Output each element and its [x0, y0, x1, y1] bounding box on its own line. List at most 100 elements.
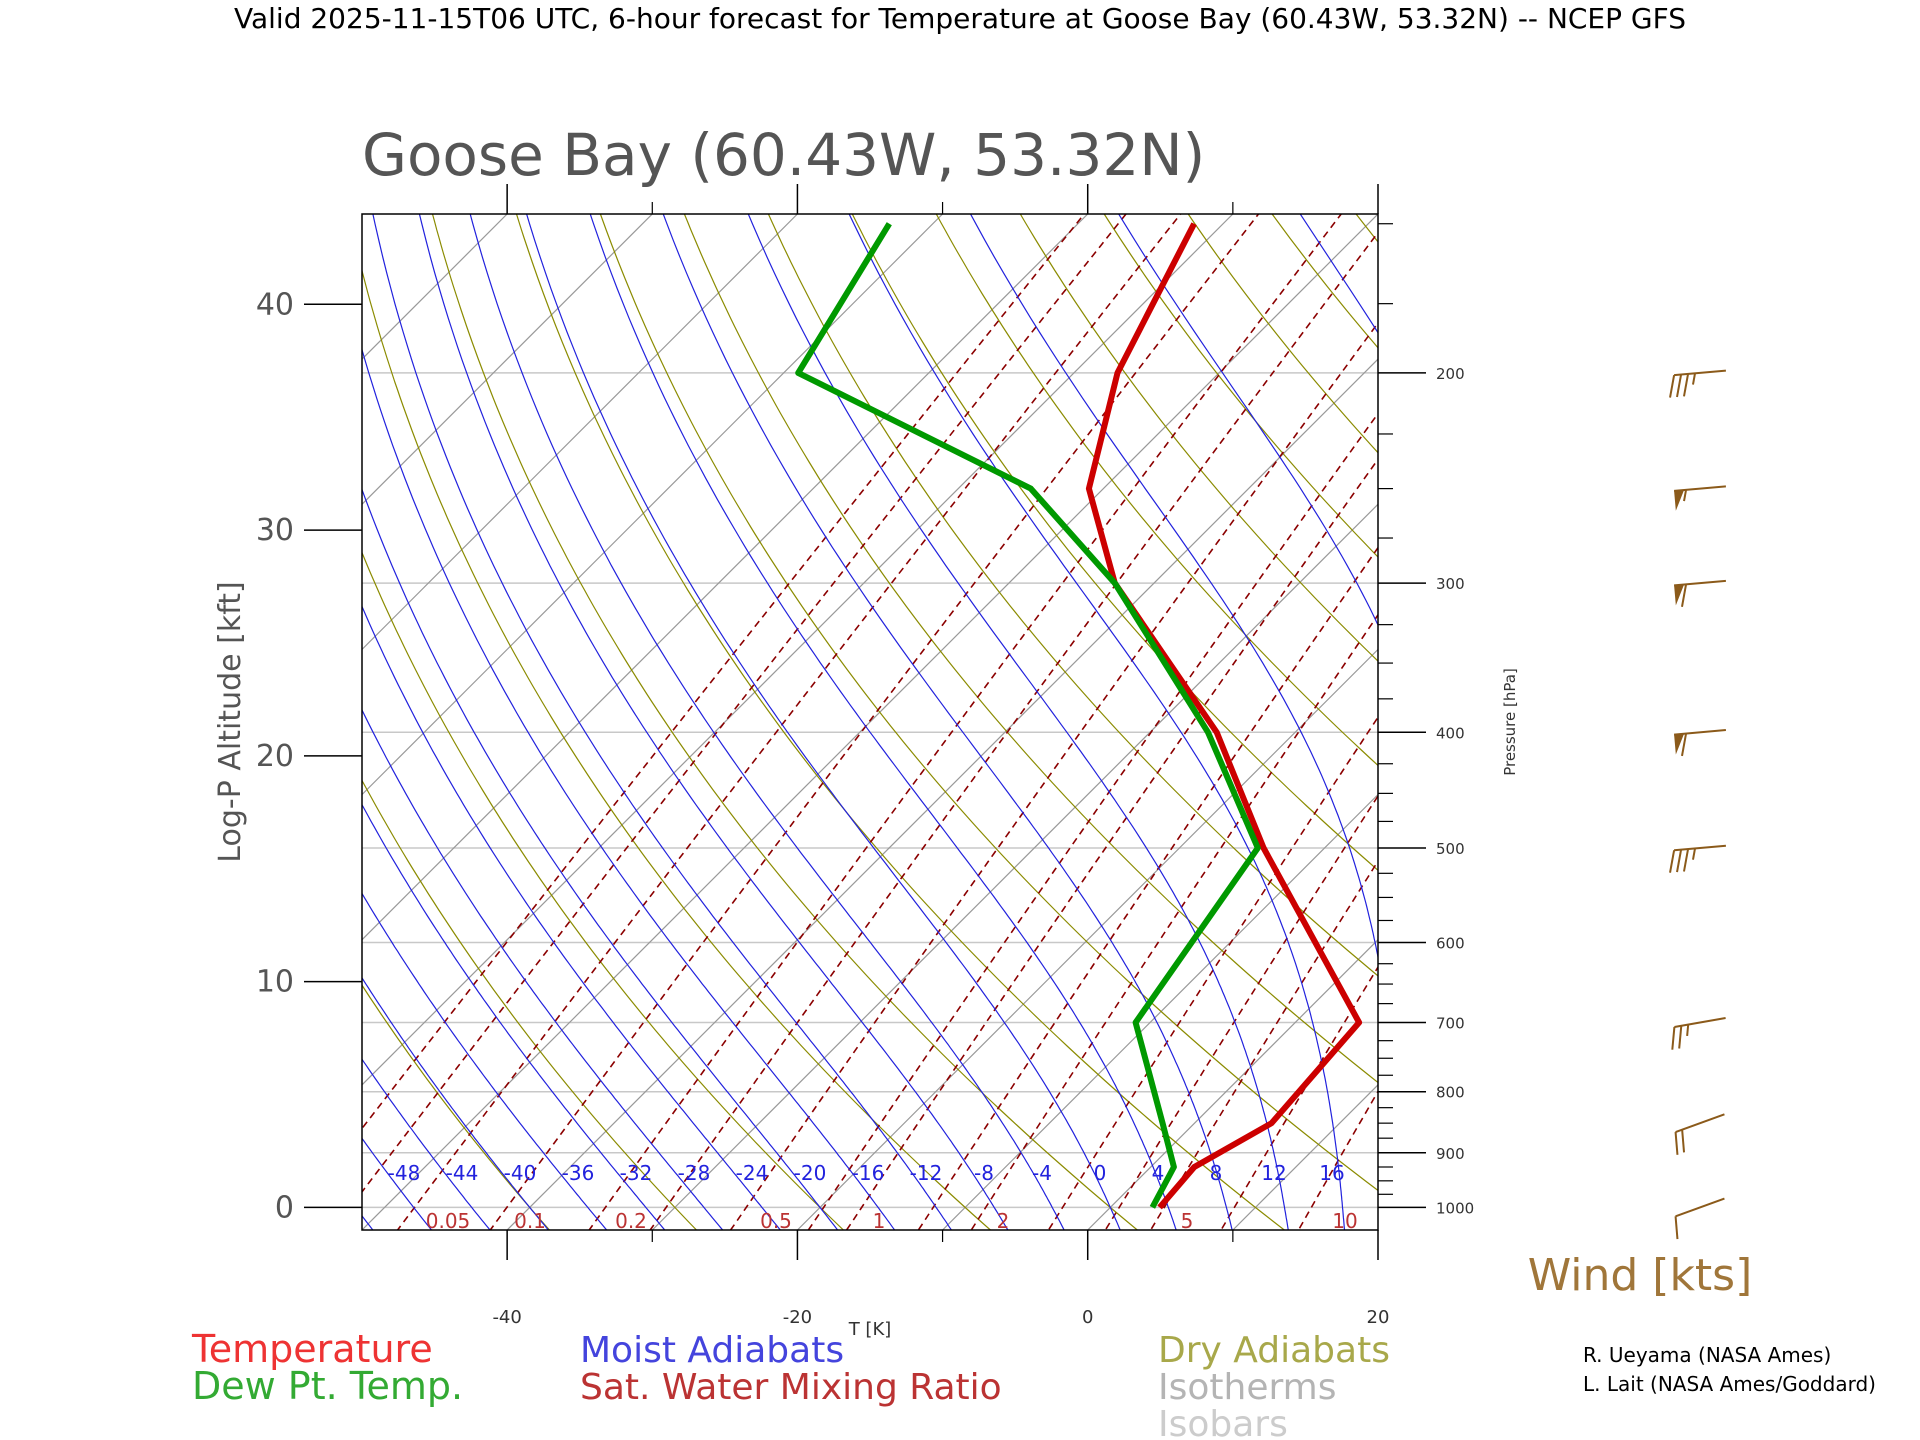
moist-adiabat — [362, 803, 666, 1230]
isotherm-line — [1087, 938, 1378, 1230]
wind-barb — [1674, 1113, 1725, 1155]
moist-adiabat — [372, 214, 953, 1230]
pressure-tick-label: 500 — [1436, 840, 1465, 858]
dry-adiabat — [1601, 206, 1920, 1270]
legend-dewpoint: Dew Pt. Temp. — [192, 1364, 463, 1408]
dry-adiabat — [1684, 206, 1920, 1270]
wind-barb-feather — [1674, 1216, 1679, 1240]
isotherm-line — [942, 793, 1378, 1230]
dry-adiabat — [515, 214, 1286, 1230]
legend-temperature: Temperature — [191, 1327, 433, 1371]
wind-barb-feather — [1671, 1026, 1676, 1050]
mixing-ratio-label: 1 — [873, 1209, 886, 1233]
mixing-ratio-line — [649, 231, 1378, 1230]
moist-adiabat — [418, 214, 1009, 1230]
mixing-ratio-line — [970, 613, 1378, 1230]
profiles — [795, 222, 1363, 1210]
moist-adiabat — [525, 214, 1121, 1230]
isotherm-line — [1668, 214, 1920, 1230]
wind-barb-feather — [1681, 584, 1688, 607]
wind-barb — [1669, 844, 1726, 873]
wind-barb — [1671, 1016, 1726, 1050]
y-tick-label: 40 — [256, 287, 294, 322]
moist-adiabat-label: -4 — [1032, 1161, 1052, 1185]
wind-barb-half-feather — [1692, 373, 1697, 385]
moist-adiabat-label: 16 — [1319, 1161, 1344, 1185]
moist-adiabat — [1117, 214, 1378, 627]
wind-barb-shaft — [1674, 369, 1726, 377]
wind-barb-shaft — [1674, 729, 1726, 736]
mixing-ratio-line — [362, 214, 1128, 1194]
dry-adiabat — [935, 214, 1378, 767]
mixing-ratio-label: 0.2 — [615, 1209, 647, 1233]
y-tick-label: 0 — [275, 1190, 294, 1225]
mixing-ratio-line — [1535, 206, 1920, 1270]
wind-barb — [1674, 729, 1726, 757]
wind-barb-feather — [1676, 849, 1683, 873]
legend-isobars: Isobars — [1158, 1404, 1288, 1440]
isotherm-line — [0, 214, 72, 1230]
x-tick-label: 0 — [1082, 1307, 1093, 1328]
moist-adiabat — [1448, 108, 1634, 1247]
moist-adiabat — [362, 708, 724, 1230]
dry-adiabat — [362, 984, 551, 1230]
pressure-tick-label: 800 — [1436, 1084, 1465, 1102]
background-lines — [0, 108, 1920, 1270]
pressure-tick-label: 700 — [1436, 1014, 1465, 1032]
dry-adiabat — [362, 551, 845, 1230]
moist-adiabat — [362, 487, 839, 1230]
legend-dry-adiabats: Dry Adiabats — [1158, 1330, 1390, 1371]
wind-barb — [1674, 579, 1726, 607]
x-tick-label: -20 — [783, 1307, 812, 1328]
isotherm-line — [362, 214, 943, 796]
isotherm-line — [362, 214, 653, 506]
isotherm-line — [362, 214, 363, 215]
wind-barb-half-feather — [1692, 848, 1697, 860]
mixing-ratio-line — [489, 214, 1260, 1230]
wind-barb-pennant — [1674, 733, 1685, 755]
dry-adiabat — [1271, 214, 1378, 349]
wind-barb-shaft — [1675, 1197, 1725, 1218]
dry-adiabat — [362, 268, 992, 1230]
wind-barb-shaft — [1675, 1113, 1725, 1133]
dry-adiabat — [1187, 214, 1378, 454]
header-valid-text: Valid 2025-11-15T06 UTC, 6-hour forecast… — [234, 2, 1686, 35]
moist-adiabat-label: -12 — [910, 1161, 943, 1185]
legend-moist-adiabats: Moist Adiabats — [580, 1330, 844, 1371]
moist-adiabat — [362, 1137, 433, 1230]
isotherm-line — [362, 214, 1089, 941]
moist-adiabat-label: -32 — [620, 1161, 653, 1185]
pressure-tick-label: 300 — [1436, 575, 1465, 593]
plot-frame — [361, 213, 1379, 1231]
wind-barb-feather — [1669, 850, 1676, 873]
pressure-tick-label: 400 — [1436, 724, 1465, 742]
isotherm-line — [362, 214, 508, 360]
isotherm-line — [362, 214, 798, 651]
moist-adiabat — [589, 214, 1177, 1230]
wind-barb-shaft — [1674, 485, 1726, 492]
mixing-ratio-line — [807, 412, 1378, 1230]
pressure-tick-label: 1000 — [1436, 1199, 1474, 1217]
mixing-ratio-line — [729, 321, 1378, 1230]
credit-line-2: L. Lait (NASA Ames/Goddard) — [1583, 1372, 1876, 1396]
x-tick-label: 20 — [1367, 1307, 1390, 1328]
moist-adiabat — [362, 604, 782, 1230]
moist-adiabat-label: -28 — [678, 1161, 711, 1185]
y-tick-label: 10 — [256, 965, 294, 1000]
dry-adiabat — [1852, 206, 1920, 1270]
wind-label: Wind [kts] — [1528, 1250, 1753, 1301]
wind-barb — [1669, 369, 1726, 398]
wind-barb-pennant — [1674, 584, 1685, 606]
mixing-ratio-line — [362, 214, 1086, 1130]
moist-adiabat-label: -24 — [736, 1161, 769, 1185]
isotherm-line — [0, 214, 217, 1230]
y-tick-label: 30 — [256, 513, 294, 548]
wind-barb-pennant — [1674, 489, 1685, 511]
isotherm-line — [1523, 214, 1920, 1230]
mixing-ratio-label: 10 — [1332, 1209, 1357, 1233]
pressure-axis-label: Pressure [hPa] — [1501, 668, 1519, 776]
isotherm-line — [797, 648, 1378, 1230]
moist-adiabat-label: -40 — [504, 1161, 537, 1185]
mixing-ratio-label: 0.05 — [426, 1209, 471, 1233]
